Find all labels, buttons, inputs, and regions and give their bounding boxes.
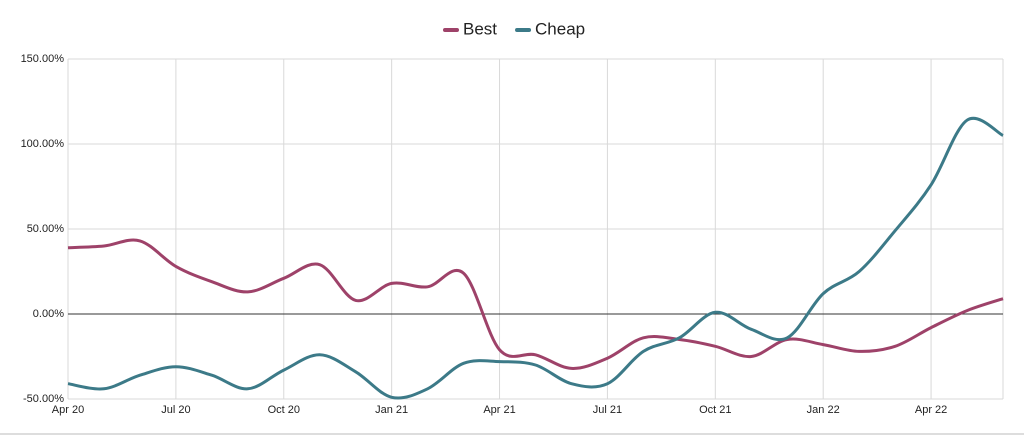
x-tick-label: Apr 22 (915, 404, 947, 416)
x-tick-label: Jan 21 (375, 404, 408, 416)
series-line (67, 116, 1004, 400)
x-tick-label: Apr 21 (483, 404, 515, 416)
legend-label: Cheap (535, 19, 585, 38)
y-tick-label: 150.00% (21, 53, 65, 65)
y-tick-label: -50.00% (23, 393, 64, 405)
x-tick-label: Jan 22 (807, 404, 840, 416)
y-tick-label: 50.00% (27, 223, 65, 235)
y-tick-label: 100.00% (21, 138, 65, 150)
series-line (67, 238, 1004, 370)
x-tick-label: Oct 20 (268, 404, 300, 416)
x-tick-label: Apr 20 (52, 404, 84, 416)
y-tick-label: 0.00% (33, 308, 64, 320)
x-tick-label: Oct 21 (699, 404, 731, 416)
legend-label: Best (463, 19, 497, 38)
x-tick-label: Jul 21 (593, 404, 622, 416)
x-tick-label: Jul 20 (161, 404, 190, 416)
